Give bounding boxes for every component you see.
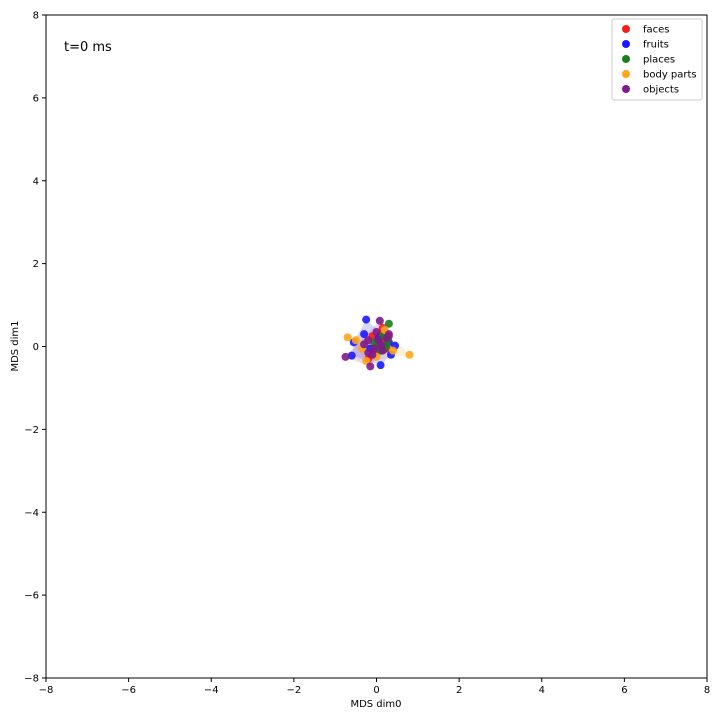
data-points [341, 315, 414, 371]
places-point [384, 319, 393, 328]
y-tick-label: 6 [33, 93, 39, 104]
x-axis-label: MDS dim0 [350, 699, 401, 710]
y-tick-label: −2 [24, 425, 39, 436]
legend-marker-places [622, 55, 630, 63]
legend-marker-body-parts [622, 70, 630, 78]
x-ticks: −8 −6 −4 −2 0 2 4 6 8 [39, 678, 710, 696]
y-tick-label: 8 [33, 11, 39, 22]
legend-marker-objects [622, 85, 630, 93]
legend: faces fruits places body parts objects [611, 18, 703, 101]
fruits-point [360, 330, 369, 339]
body-parts-point [362, 357, 371, 366]
legend-box [611, 18, 703, 101]
legend-marker-faces [622, 25, 630, 33]
x-tick-label: −8 [39, 685, 54, 696]
x-tick-label: −6 [121, 685, 136, 696]
y-tick-label: −8 [24, 674, 39, 685]
objects-point [366, 362, 375, 371]
x-tick-label: 6 [621, 685, 627, 696]
legend-marker-fruits [622, 40, 630, 48]
objects-point [364, 348, 373, 357]
objects-point [372, 327, 381, 336]
fruits-point [362, 315, 371, 324]
fruits-point [376, 361, 385, 370]
objects-point [360, 340, 369, 349]
x-tick-label: 8 [704, 685, 710, 696]
x-tick-label: −2 [287, 685, 302, 696]
objects-point [341, 352, 350, 361]
time-annotation: t=0 ms [64, 40, 112, 55]
body-parts-point [405, 350, 414, 359]
legend-label-faces: faces [643, 25, 670, 36]
y-tick-label: −4 [24, 508, 39, 519]
body-parts-point [343, 333, 352, 342]
body-parts-point [351, 336, 360, 345]
x-tick-label: −4 [204, 685, 219, 696]
x-tick-label: 2 [456, 685, 462, 696]
x-tick-label: 0 [373, 685, 379, 696]
x-tick-label: 4 [539, 685, 545, 696]
y-tick-label: 4 [33, 176, 39, 187]
objects-point [375, 316, 384, 325]
legend-label-objects: objects [643, 85, 679, 96]
y-ticks: −8 −6 −4 −2 0 2 4 6 8 [24, 11, 46, 685]
y-tick-label: 0 [33, 342, 39, 353]
legend-label-body-parts: body parts [643, 70, 697, 81]
fruits-point [347, 351, 356, 360]
objects-point [384, 330, 393, 339]
body-parts-point [389, 346, 398, 355]
objects-point [377, 341, 386, 350]
y-axis-label: MDS dim1 [10, 320, 21, 371]
legend-label-fruits: fruits [643, 40, 669, 51]
legend-label-places: places [643, 55, 675, 66]
y-tick-label: 2 [33, 259, 39, 270]
y-tick-label: −6 [24, 591, 39, 602]
objects-point [370, 344, 379, 353]
